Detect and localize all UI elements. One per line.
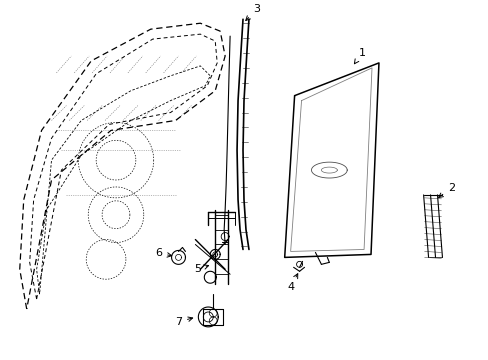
Text: 1: 1	[354, 48, 365, 64]
Text: 7: 7	[175, 317, 192, 327]
Text: 2: 2	[438, 183, 454, 198]
Text: 3: 3	[245, 4, 260, 21]
Text: 6: 6	[155, 248, 171, 258]
Text: 4: 4	[286, 274, 297, 292]
Text: 5: 5	[193, 264, 208, 274]
